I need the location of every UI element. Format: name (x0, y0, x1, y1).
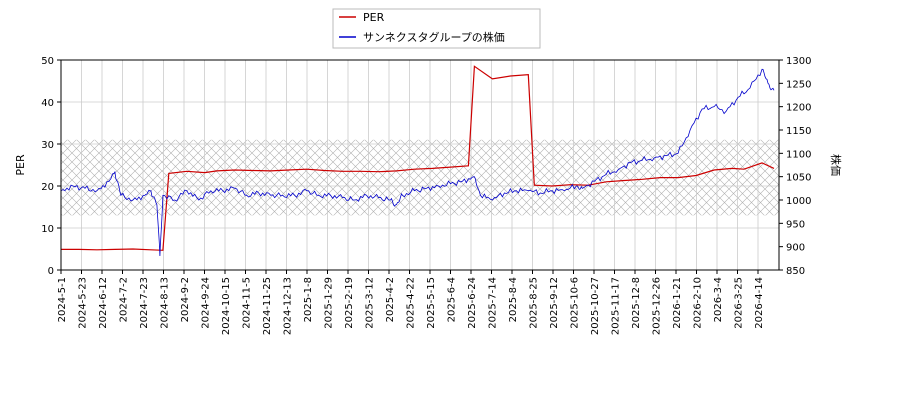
y-axis-right-label: 株価 (829, 154, 843, 176)
x-tick-label: 2024-5-1 (57, 277, 68, 322)
legend-label-stock-price: サンネクスタグループの株価 (363, 30, 505, 44)
x-tick-label: 2024-9-24 (201, 277, 212, 329)
x-tick-label: 2025-3-12 (365, 277, 376, 329)
legend-box (332, 8, 541, 49)
series-line-per (61, 65, 775, 251)
x-tick-label: 2024-6-12 (98, 277, 109, 329)
x-tick-label: 2024-8-13 (160, 277, 171, 329)
x-tick-label: 2025-6-4 (447, 277, 458, 322)
x-axis: 2024-5-1 2024-5-23 2024-6-12 2024-7-2 2024-7… (57, 270, 765, 335)
legend: PER サンネクスタグループの株価 (332, 8, 541, 49)
x-tick-label: 2025-4-2 (385, 277, 396, 322)
x-tick-label: 2024-7-2 (119, 277, 130, 322)
x-tick-label: 2025-9-12 (549, 277, 560, 329)
x-tick-label: 2024-10-15 (221, 277, 232, 335)
x-tick-label: 2025-11-17 (611, 277, 622, 335)
y-right-tick-label: 950 (786, 219, 805, 230)
x-tick-label: 2025-4-22 (406, 277, 417, 329)
x-tick-label: 2025-1-29 (324, 277, 335, 329)
x-tick-label: 2025-7-14 (488, 277, 499, 329)
y-left-tick-label: 40 (41, 98, 54, 109)
y-left-tick-label: 30 (41, 140, 54, 151)
y-right-tick-label: 900 (786, 243, 805, 254)
x-tick-label: 2024-11-5 (242, 277, 253, 329)
x-tick-label: 2026-3-4 (713, 277, 724, 322)
x-tick-label: 2024-12-13 (283, 277, 294, 335)
y-left-tick-label: 50 (41, 56, 54, 67)
y-right-tick-label: 1300 (786, 56, 811, 67)
y-right-tick-label: 850 (786, 266, 805, 277)
x-tick-label: 2025-5-15 (426, 277, 437, 329)
x-tick-label: 2025-6-24 (467, 277, 478, 329)
x-tick-label: 2024-7-23 (139, 277, 150, 329)
y-left-tick-label: 20 (41, 182, 54, 193)
x-tick-label: 2025-8-25 (529, 277, 540, 329)
y-right-tick-label: 1150 (786, 126, 811, 137)
y-left-tick-label: 10 (41, 224, 54, 235)
x-tick-label: 2026-3-25 (734, 277, 745, 329)
series-line-stock-price (61, 68, 775, 257)
y-right-tick-label: 1200 (786, 103, 811, 114)
x-tick-label: 2025-2-19 (344, 277, 355, 329)
y-right-tick-label: 1050 (786, 173, 811, 184)
y-axis-left-label: PER (14, 154, 27, 176)
y-right-tick-label: 1250 (786, 79, 811, 90)
x-tick-label: 2025-10-6 (570, 277, 581, 329)
x-tick-label: 2026-1-21 (672, 277, 683, 329)
x-tick-label: 2026-4-14 (754, 277, 765, 329)
x-tick-label: 2025-10-27 (590, 277, 601, 335)
y-right-tick-label: 1100 (786, 149, 811, 160)
legend-label-per: PER (363, 11, 385, 24)
x-tick-label: 2026-2-10 (693, 277, 704, 329)
y-left-tick-label: 0 (48, 266, 54, 277)
y-axis-right: 850 900 950 1000 1050 1100 1150 1200 1250 1300 (779, 56, 811, 277)
x-tick-label: 2025-8-4 (508, 277, 519, 322)
y-axis-left: 0 10 20 30 40 50 (41, 56, 61, 277)
x-tick-label: 2024-9-2 (180, 277, 191, 322)
x-tick-label: 2025-12-8 (631, 277, 642, 329)
x-tick-label: 2024-11-25 (262, 277, 273, 335)
x-tick-label: 2025-1-8 (303, 277, 314, 322)
y-right-tick-label: 1000 (786, 196, 811, 207)
plot-frame (60, 59, 780, 271)
x-tick-label: 2024-5-23 (78, 277, 89, 329)
series-layer (61, 65, 775, 257)
x-tick-label: 2025-12-26 (652, 277, 663, 335)
